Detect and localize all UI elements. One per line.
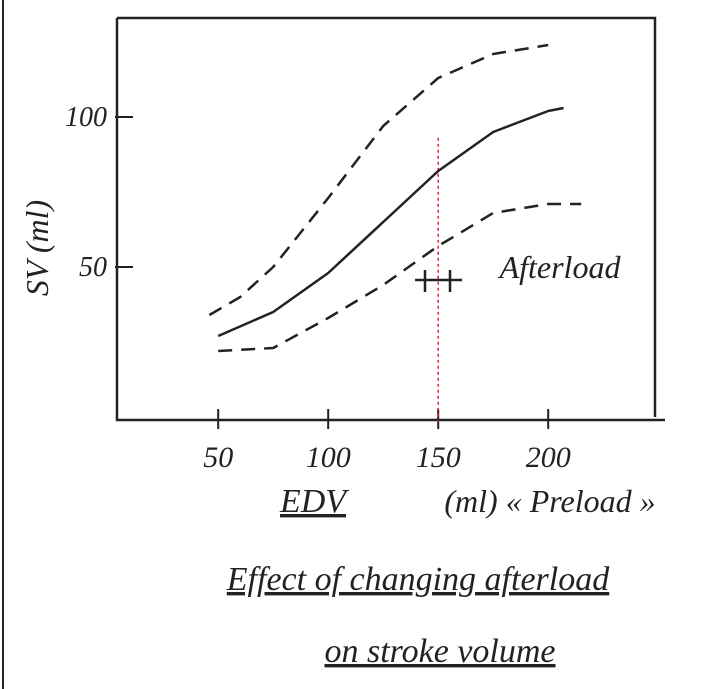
chart-title: on stroke volume — [324, 633, 555, 670]
x-tick-label: 100 — [306, 441, 351, 474]
afterload-marker — [415, 270, 462, 292]
x-tick-label: 50 — [203, 441, 233, 474]
y-axis-label: SV (ml) — [19, 200, 55, 296]
chart-title: Effect of changing afterload — [226, 561, 610, 598]
annotation: Afterload — [498, 249, 622, 285]
x-tick-label: 200 — [526, 441, 571, 474]
curve — [208, 43, 549, 317]
y-tick-label: 50 — [79, 252, 107, 283]
x-axis-note: (ml) « Preload » — [444, 483, 655, 519]
x-axis-label: EDV — [279, 483, 350, 520]
curve — [218, 202, 582, 353]
axis-frame — [115, 16, 665, 422]
curve — [217, 106, 564, 338]
x-tick-label: 150 — [416, 441, 461, 474]
y-tick-label: 100 — [65, 102, 107, 133]
